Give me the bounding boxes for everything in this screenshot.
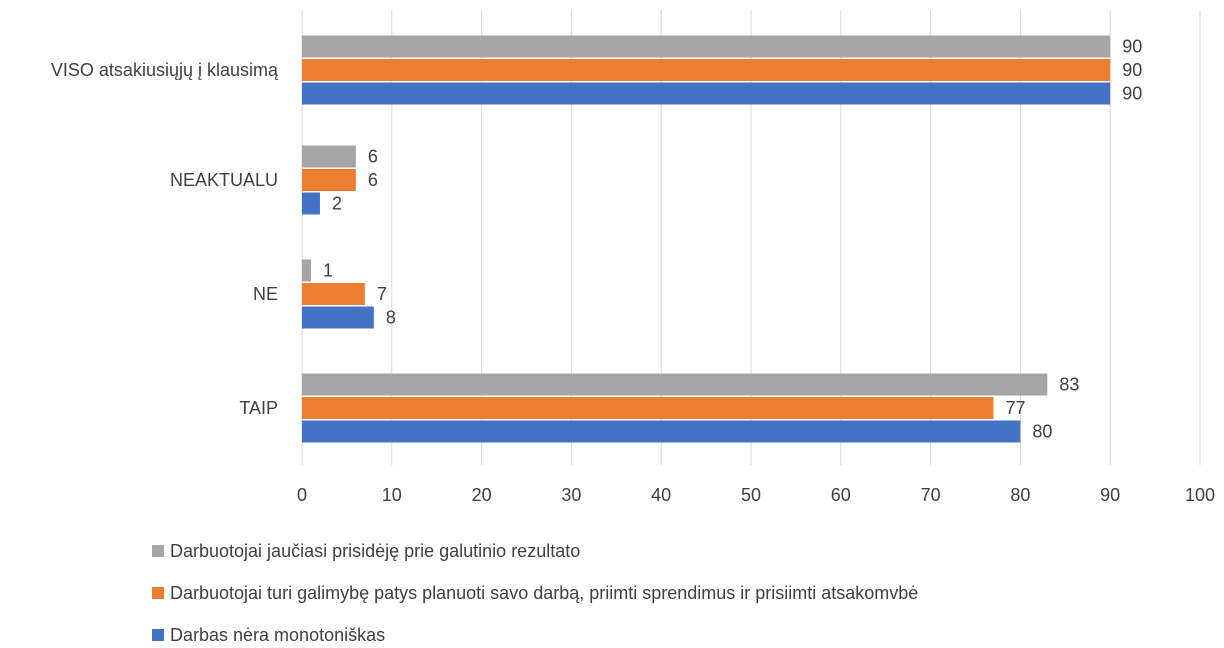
legend-label: Darbas nėra monotoniškas <box>170 625 385 645</box>
category-labels: VISO atsakiusiųjų į klausimą NEAKTUALU NE T… <box>51 60 279 418</box>
data-label: 7 <box>377 284 387 304</box>
category-label: VISO atsakiusiųjų į klausimą <box>51 60 279 80</box>
x-tick-label: 60 <box>831 485 851 505</box>
data-label: 83 <box>1059 375 1079 395</box>
category-label: NEAKTUALU <box>170 170 278 190</box>
legend: Darbuotojai jaučiasi prisidėję prie galu… <box>152 541 918 645</box>
x-tick-label: 90 <box>1100 485 1120 505</box>
x-tick-label: 10 <box>382 485 402 505</box>
legend-label: Darbuotojai turi galimybę patys planuoti… <box>170 583 918 603</box>
bar <box>302 145 356 168</box>
data-label: 80 <box>1032 422 1052 442</box>
data-label: 6 <box>368 170 378 190</box>
x-tick-label: 40 <box>651 485 671 505</box>
bars <box>302 35 1111 443</box>
x-tick-label: 80 <box>1010 485 1030 505</box>
bar <box>302 169 356 191</box>
legend-swatch <box>152 587 164 599</box>
data-label: 8 <box>386 308 396 328</box>
data-label: 2 <box>332 194 342 214</box>
x-tick-label: 100 <box>1185 485 1215 505</box>
bar <box>302 259 311 282</box>
data-label: 6 <box>368 147 378 167</box>
data-label: 90 <box>1122 60 1142 80</box>
legend-swatch <box>152 629 164 641</box>
bar <box>302 35 1111 58</box>
category-label: NE <box>253 284 278 304</box>
bar <box>302 420 1021 443</box>
x-tick-label: 20 <box>472 485 492 505</box>
legend-swatch <box>152 545 164 557</box>
x-tick-label: 70 <box>921 485 941 505</box>
bar <box>302 397 994 419</box>
x-axis-ticks: 0 10 20 30 40 50 60 70 80 90 100 <box>297 485 1215 505</box>
x-tick-label: 30 <box>561 485 581 505</box>
data-labels: 90 90 90 6 6 2 1 7 8 83 77 80 <box>323 37 1142 442</box>
bar <box>302 192 320 215</box>
legend-label: Darbuotojai jaučiasi prisidėję prie galu… <box>170 541 580 561</box>
bar <box>302 59 1111 81</box>
x-tick-label: 50 <box>741 485 761 505</box>
data-label: 77 <box>1005 398 1025 418</box>
data-label: 1 <box>323 261 333 281</box>
bar <box>302 82 1111 105</box>
data-label: 90 <box>1122 37 1142 57</box>
x-tick-label: 0 <box>297 485 307 505</box>
bar <box>302 283 365 305</box>
data-label: 90 <box>1122 84 1142 104</box>
bar <box>302 373 1048 396</box>
category-label: TAIP <box>239 398 278 418</box>
bar <box>302 306 374 329</box>
